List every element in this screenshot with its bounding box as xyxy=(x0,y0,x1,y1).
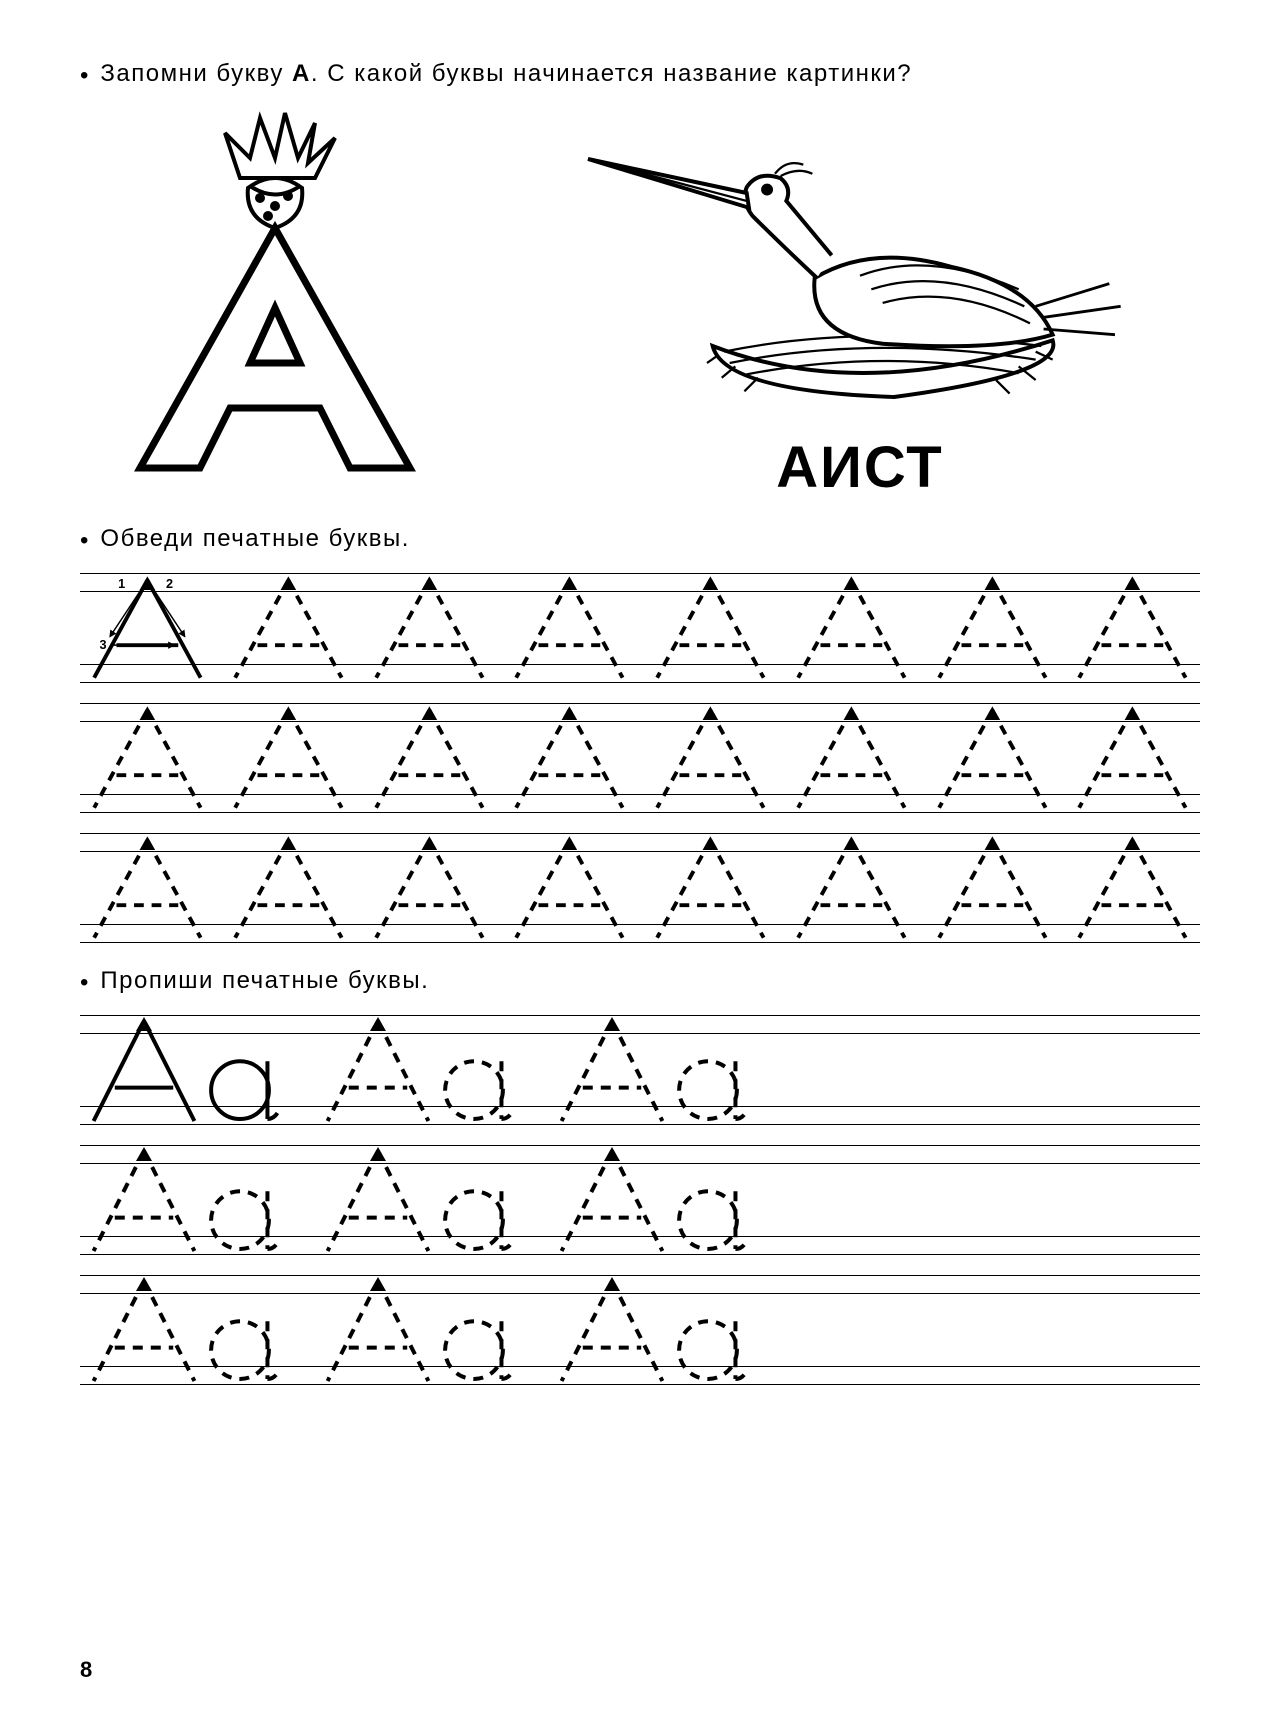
write-row xyxy=(80,1145,1200,1255)
bold-letter: А xyxy=(292,60,311,87)
write-pair xyxy=(552,1275,772,1385)
trace-letter xyxy=(506,703,633,813)
trace-letter xyxy=(788,573,915,683)
trace-letter xyxy=(788,703,915,813)
trace-row: 1 2 3 xyxy=(80,573,1200,683)
bullet-icon: • xyxy=(80,64,88,88)
trace-letter xyxy=(506,573,633,683)
svg-text:3: 3 xyxy=(99,638,106,652)
trace-letter xyxy=(84,833,211,943)
trace-letter: 1 2 3 xyxy=(84,573,211,683)
trace-letter xyxy=(506,833,633,943)
trace-letter xyxy=(366,703,493,813)
write-pair xyxy=(84,1015,304,1125)
trace-letter xyxy=(366,573,493,683)
stork-svg xyxy=(520,108,1200,425)
write-pair xyxy=(552,1015,772,1125)
trace-letter xyxy=(647,573,774,683)
trace-letter xyxy=(1069,573,1196,683)
instruction-trace-text: Обведи печатные буквы. xyxy=(100,525,410,553)
trace-letter xyxy=(929,703,1056,813)
trace-letter xyxy=(788,833,915,943)
bullet-icon: • xyxy=(80,971,88,995)
write-row xyxy=(80,1015,1200,1125)
bullet-icon: • xyxy=(80,529,88,553)
instruction-write: • Пропиши печатные буквы. xyxy=(80,967,1200,995)
trace-letter xyxy=(225,703,352,813)
big-letter-a xyxy=(80,108,460,483)
trace-letter xyxy=(929,573,1056,683)
trace-letter xyxy=(225,573,352,683)
trace-letter xyxy=(84,703,211,813)
trace-letter xyxy=(929,833,1056,943)
trace-row xyxy=(80,833,1200,943)
stork-picture: АИСТ xyxy=(520,108,1200,501)
write-pair xyxy=(84,1145,304,1255)
write-pair xyxy=(84,1275,304,1385)
trace-section: 1 2 3 xyxy=(80,573,1200,943)
big-a-svg xyxy=(80,108,460,478)
svg-text:2: 2 xyxy=(166,577,173,591)
page-number: 8 xyxy=(80,1657,92,1683)
write-section xyxy=(80,1015,1200,1385)
write-pair xyxy=(552,1145,772,1255)
svg-text:1: 1 xyxy=(118,577,125,591)
write-row xyxy=(80,1275,1200,1385)
instruction-learn-text: Запомни букву А. С какой буквы начинаетс… xyxy=(100,60,912,88)
instruction-learn: • Запомни букву А. С какой буквы начинае… xyxy=(80,60,1200,88)
trace-letter xyxy=(1069,703,1196,813)
instruction-trace: • Обведи печатные буквы. xyxy=(80,525,1200,553)
trace-letter xyxy=(366,833,493,943)
trace-letter xyxy=(647,833,774,943)
trace-row xyxy=(80,703,1200,813)
write-pair xyxy=(318,1275,538,1385)
write-pair xyxy=(318,1015,538,1125)
instruction-write-text: Пропиши печатные буквы. xyxy=(100,967,429,995)
picture-word-label: АИСТ xyxy=(520,434,1200,501)
trace-letter xyxy=(647,703,774,813)
hero-row: АИСТ xyxy=(80,108,1200,501)
write-pair xyxy=(318,1145,538,1255)
trace-letter xyxy=(1069,833,1196,943)
trace-letter xyxy=(225,833,352,943)
